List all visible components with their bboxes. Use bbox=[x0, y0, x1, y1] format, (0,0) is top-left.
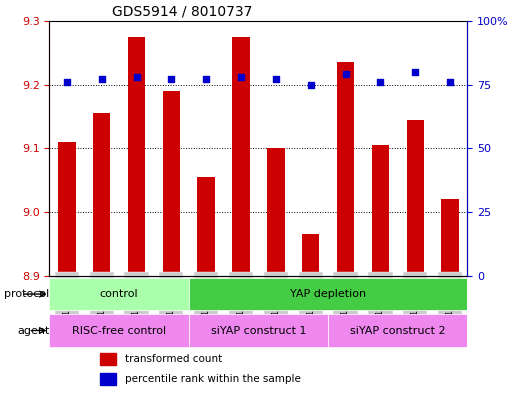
Bar bbox=[337, 62, 354, 276]
Text: GSM1517971: GSM1517971 bbox=[202, 280, 211, 331]
FancyBboxPatch shape bbox=[189, 278, 467, 310]
Bar bbox=[267, 148, 285, 276]
Bar bbox=[100, 373, 116, 385]
Point bbox=[307, 81, 315, 88]
FancyBboxPatch shape bbox=[328, 314, 467, 347]
Bar bbox=[58, 142, 75, 276]
Text: YAP depletion: YAP depletion bbox=[290, 289, 366, 299]
Point bbox=[376, 79, 384, 85]
Bar bbox=[163, 91, 180, 276]
Point bbox=[63, 79, 71, 85]
Text: GSM1517969: GSM1517969 bbox=[132, 280, 141, 331]
Text: RISC-free control: RISC-free control bbox=[72, 325, 166, 336]
Bar bbox=[302, 234, 320, 276]
Text: agent: agent bbox=[17, 325, 49, 336]
Text: percentile rank within the sample: percentile rank within the sample bbox=[125, 374, 301, 384]
Text: transformed count: transformed count bbox=[125, 354, 222, 364]
Text: siYAP construct 2: siYAP construct 2 bbox=[350, 325, 446, 336]
Text: protocol: protocol bbox=[4, 289, 49, 299]
Text: GSM1517973: GSM1517973 bbox=[271, 280, 281, 331]
FancyBboxPatch shape bbox=[189, 314, 328, 347]
Text: GSM1517977: GSM1517977 bbox=[411, 280, 420, 331]
Bar bbox=[93, 113, 110, 276]
Text: GSM1517978: GSM1517978 bbox=[446, 280, 455, 331]
Text: GSM1517972: GSM1517972 bbox=[236, 280, 246, 331]
Text: GSM1517976: GSM1517976 bbox=[376, 280, 385, 331]
Point bbox=[446, 79, 454, 85]
Text: GSM1517970: GSM1517970 bbox=[167, 280, 176, 331]
Point bbox=[237, 74, 245, 80]
Text: GDS5914 / 8010737: GDS5914 / 8010737 bbox=[112, 4, 252, 18]
Bar bbox=[100, 353, 116, 365]
Bar bbox=[198, 177, 215, 276]
Point bbox=[411, 69, 419, 75]
Point bbox=[342, 71, 350, 77]
Point bbox=[202, 76, 210, 83]
Bar bbox=[441, 199, 459, 276]
Point bbox=[97, 76, 106, 83]
Text: GSM1517974: GSM1517974 bbox=[306, 280, 315, 331]
Point bbox=[167, 76, 175, 83]
Text: GSM1517975: GSM1517975 bbox=[341, 280, 350, 331]
Bar bbox=[372, 145, 389, 276]
Bar bbox=[232, 37, 250, 276]
Point bbox=[132, 74, 141, 80]
FancyBboxPatch shape bbox=[49, 278, 189, 310]
FancyBboxPatch shape bbox=[49, 314, 189, 347]
Point bbox=[272, 76, 280, 83]
Bar bbox=[406, 119, 424, 276]
Text: GSM1517967: GSM1517967 bbox=[63, 280, 71, 331]
Text: siYAP construct 1: siYAP construct 1 bbox=[211, 325, 306, 336]
Text: GSM1517968: GSM1517968 bbox=[97, 280, 106, 331]
Text: control: control bbox=[100, 289, 139, 299]
Bar bbox=[128, 37, 145, 276]
